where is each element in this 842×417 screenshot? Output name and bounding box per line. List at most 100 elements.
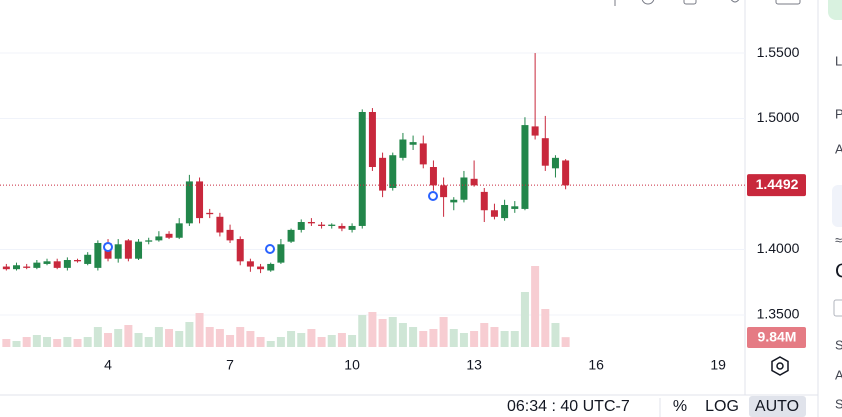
volume-bar xyxy=(327,335,336,347)
volume-label-box xyxy=(747,327,806,348)
candle-body xyxy=(74,260,82,262)
candle-body xyxy=(257,266,265,270)
panel-checkbox[interactable] xyxy=(833,299,842,317)
event-marker[interactable] xyxy=(428,191,438,201)
volume-bar xyxy=(124,325,133,347)
volume-bar xyxy=(348,335,357,347)
volume-bar xyxy=(43,337,52,347)
time-label: 06:34 : 40 UTC-7 xyxy=(507,398,630,415)
candle-body xyxy=(155,236,163,241)
volume-bar xyxy=(429,329,438,347)
auto-button[interactable]: AUTO xyxy=(755,398,799,415)
volume-bar xyxy=(93,327,102,347)
side-panel-text: A xyxy=(835,141,842,156)
event-marker[interactable] xyxy=(265,244,275,254)
candle-body xyxy=(33,262,41,268)
volume-bar xyxy=(236,327,245,347)
volume-bar xyxy=(154,327,163,347)
volume-bar xyxy=(2,339,11,347)
volume xyxy=(2,266,570,347)
event-marker[interactable] xyxy=(103,242,113,252)
candle-body xyxy=(318,224,326,226)
volume-bar xyxy=(541,309,550,347)
candle-body xyxy=(348,225,356,230)
side-panel: LPA≈CSAS xyxy=(835,53,842,411)
candle-body xyxy=(551,157,559,169)
volume-bar xyxy=(32,335,41,347)
volume-bar xyxy=(165,329,174,347)
candle-body xyxy=(358,111,366,226)
candle-body xyxy=(338,225,346,229)
y-tick-label: 1.4000 xyxy=(757,240,800,256)
volume-bar xyxy=(510,331,519,347)
volume-bar xyxy=(449,329,458,347)
volume-bar xyxy=(22,337,31,347)
candle-body xyxy=(409,142,417,145)
percent-button[interactable]: % xyxy=(673,398,687,415)
volume-bar xyxy=(104,333,113,347)
candle-body xyxy=(165,233,173,238)
top-toolbar xyxy=(614,0,801,6)
volume-bar xyxy=(398,323,407,347)
candle-body xyxy=(511,206,519,209)
candle-body xyxy=(216,216,224,233)
x-tick-label: 10 xyxy=(344,357,360,373)
event-markers[interactable] xyxy=(103,191,438,254)
candle-body xyxy=(429,167,437,186)
log-button[interactable]: LOG xyxy=(705,398,739,415)
volume-bar xyxy=(490,327,499,347)
volume-bar xyxy=(246,331,255,347)
candle-body xyxy=(307,222,315,224)
volume-label: 9.84M xyxy=(758,329,797,345)
volume-bar xyxy=(195,313,204,347)
side-panel-text: A xyxy=(835,367,842,382)
candle-body xyxy=(175,223,183,238)
candle-body xyxy=(389,155,397,188)
volume-bar xyxy=(144,337,153,347)
candle-body xyxy=(185,181,193,224)
candle-body xyxy=(226,229,234,241)
candle-body xyxy=(135,241,143,259)
candle-body xyxy=(23,266,31,268)
candle-body xyxy=(440,185,448,198)
volume-bar xyxy=(63,337,72,347)
volume-bar xyxy=(378,319,387,347)
panel-badge xyxy=(828,0,842,20)
y-tick-label: 1.5000 xyxy=(757,109,800,125)
side-panel-text: L xyxy=(835,53,842,68)
candle-body xyxy=(297,222,305,230)
volume-bar xyxy=(215,329,224,347)
side-panel-text: ≈ xyxy=(835,232,842,247)
candle-body xyxy=(267,263,275,271)
side-panel-text: S xyxy=(835,337,842,352)
candle-body xyxy=(501,204,509,219)
candle-body xyxy=(63,260,71,268)
volume-bar xyxy=(185,322,194,347)
candle-body xyxy=(368,111,376,168)
candle-body xyxy=(84,254,92,264)
volume-bar xyxy=(317,337,326,347)
settings-icon[interactable] xyxy=(771,356,789,376)
candle-body xyxy=(470,178,478,186)
volume-bar xyxy=(266,341,275,347)
volume-bar xyxy=(205,327,214,347)
candle-body xyxy=(480,191,488,211)
candle-body xyxy=(124,240,132,259)
candle-body xyxy=(531,126,539,136)
volume-bar xyxy=(287,331,296,347)
candle-body xyxy=(490,210,498,217)
volume-bar xyxy=(480,323,489,347)
candle-body xyxy=(236,239,244,262)
volume-bar xyxy=(307,329,316,347)
volume-bar xyxy=(419,331,428,347)
candle-body xyxy=(541,138,549,166)
panel-box xyxy=(832,185,842,227)
volume-bar xyxy=(73,339,82,347)
volume-bar xyxy=(114,329,123,347)
y-tick-label: 1.5500 xyxy=(757,44,800,60)
auto-bg[interactable] xyxy=(749,396,806,417)
x-tick-label: 7 xyxy=(226,357,234,373)
volume-bar xyxy=(12,341,21,347)
